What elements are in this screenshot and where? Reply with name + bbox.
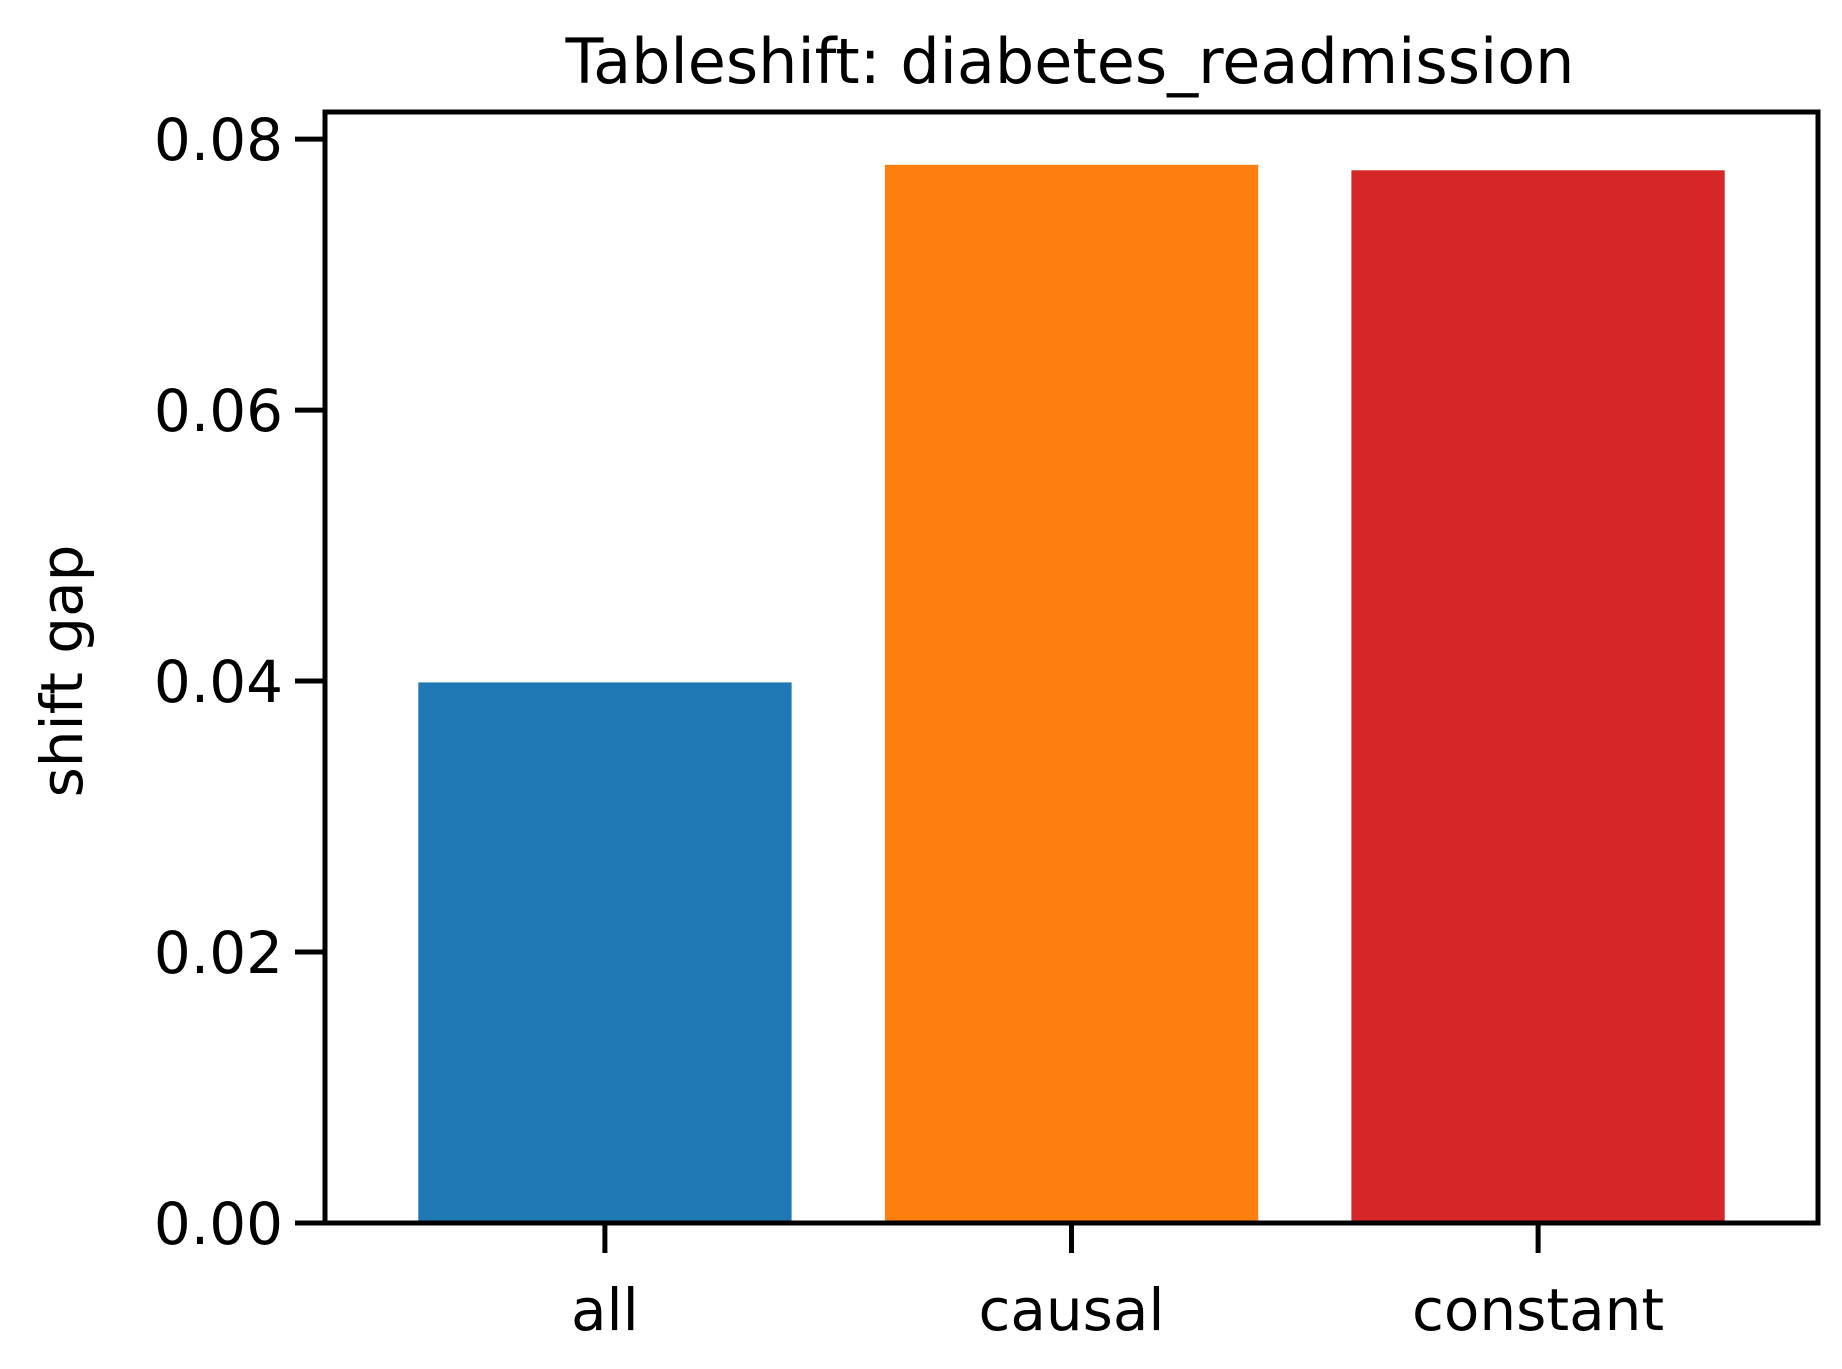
y-tick-label: 0.06: [154, 377, 283, 445]
y-tick-label: 0.00: [154, 1190, 283, 1258]
plot-frame: [322, 109, 1821, 1226]
y-tick-label: 0.02: [154, 919, 283, 987]
bar-constant: [1351, 170, 1725, 1223]
bars-group: [418, 164, 1725, 1223]
bar-all: [418, 682, 792, 1223]
bar-causal: [884, 164, 1259, 1223]
x-axis-ticks: all causal constant: [571, 1223, 1664, 1344]
y-tick-label: 0.08: [154, 106, 283, 174]
x-tick-label-all: all: [571, 1276, 639, 1344]
y-axis-ticks: 0.00 0.02 0.04 0.06 0.08: [154, 106, 325, 1258]
y-axis-label: shift gap: [28, 545, 96, 798]
x-tick-label-causal: causal: [978, 1276, 1164, 1344]
chart-title: Tableshift: diabetes_readmission: [565, 25, 1575, 98]
y-tick-label: 0.04: [154, 648, 283, 716]
x-tick-label-constant: constant: [1412, 1276, 1664, 1344]
